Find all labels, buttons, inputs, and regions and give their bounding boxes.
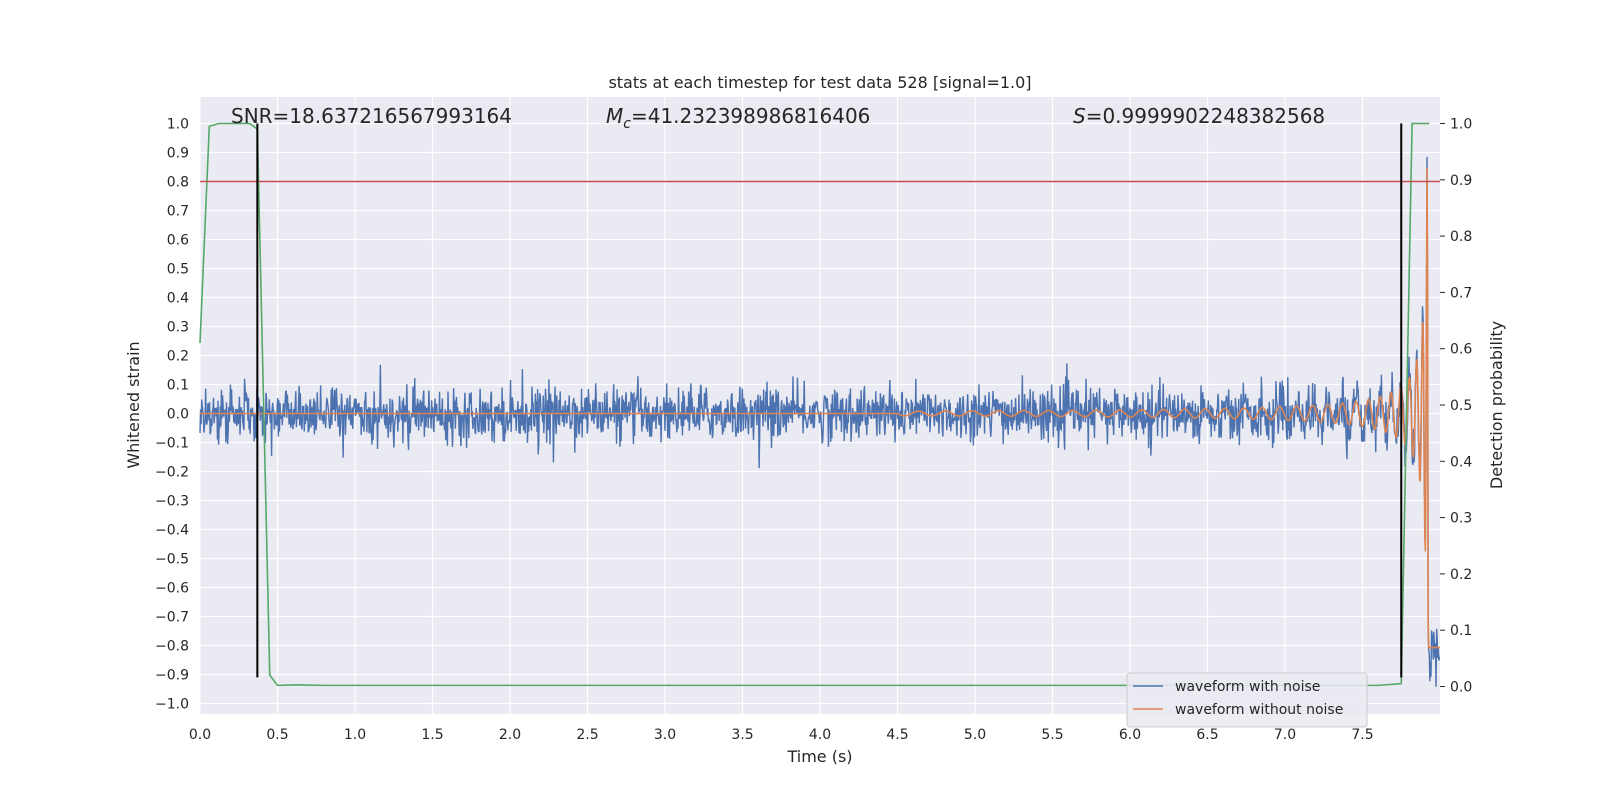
y-axis-right: 1.0 0.9 0.8 0.7 0.6 0.5 0.4 0.3 0.2 0.1 0.0	[1440, 117, 1472, 696]
y-tick-label: 0.0	[167, 407, 189, 423]
y-axis-left: 1.0 0.9 0.8 0.7 0.6 0.5 0.4 0.3 0.2 0.1 0.0 −0.1 −0.…	[155, 117, 189, 713]
y-tick-label: 0.7	[167, 204, 189, 220]
legend-label-clean: waveform without noise	[1175, 702, 1343, 718]
legend-label-noise: waveform with noise	[1175, 679, 1320, 695]
x-tick-label: 7.5	[1351, 727, 1373, 743]
y-tick-label: 0.5	[167, 262, 189, 278]
x-tick-label: 6.5	[1196, 727, 1218, 743]
y-tick-label: −0.1	[155, 436, 189, 452]
x-tick-label: 3.0	[654, 727, 676, 743]
y-tick-label: −0.7	[155, 610, 189, 626]
y-tick-label: 0.3	[167, 320, 189, 336]
y-axis-label-right: Detection probability	[1487, 321, 1506, 489]
x-axis: 0.0 0.5 1.0 1.5 2.0 2.5 3.0 3.5 4.0 4.5 5.0 5.5 6.0 6…	[189, 727, 1374, 743]
snr-annotation: SNR=18.637216567993164	[231, 104, 512, 128]
y-tick-label: −0.6	[155, 581, 189, 597]
x-tick-label: 6.0	[1119, 727, 1141, 743]
x-tick-label: 1.5	[421, 727, 443, 743]
y-tick-label: −0.9	[155, 668, 189, 684]
x-tick-label: 5.0	[964, 727, 986, 743]
x-tick-label: 4.5	[886, 727, 908, 743]
x-axis-label: Time (s)	[786, 747, 852, 766]
y-right-tick-label: 0.7	[1450, 285, 1472, 301]
x-tick-label: 4.0	[809, 727, 831, 743]
reference-lines	[200, 123, 1440, 678]
legend: waveform with noise waveform without noi…	[1126, 672, 1368, 728]
y-tick-label: 0.8	[167, 175, 189, 191]
y-tick-label: 0.1	[167, 378, 189, 394]
y-right-tick-label: 0.3	[1450, 511, 1472, 527]
y-tick-label: 0.2	[167, 349, 189, 365]
y-tick-label: −0.5	[155, 552, 189, 568]
y-tick-label: −1.0	[155, 697, 189, 713]
y-tick-label: 0.6	[167, 233, 189, 249]
y-right-tick-label: 0.9	[1450, 173, 1472, 189]
chart-title: stats at each timestep for test data 528…	[608, 73, 1031, 92]
y-right-tick-label: 0.6	[1450, 342, 1472, 358]
y-right-tick-label: 0.1	[1450, 623, 1472, 639]
x-tick-label: 0.5	[266, 727, 288, 743]
legend-box	[1126, 672, 1368, 728]
x-tick-label: 2.0	[499, 727, 521, 743]
x-tick-label: 0.0	[189, 727, 211, 743]
x-tick-label: 2.5	[576, 727, 598, 743]
series-waveform-without-noise	[200, 167, 1440, 649]
y-tick-label: −0.3	[155, 494, 189, 510]
y-tick-label: 0.9	[167, 146, 189, 162]
y-tick-label: −0.2	[155, 465, 189, 481]
y-tick-label: −0.4	[155, 523, 189, 539]
y-tick-label: 1.0	[167, 117, 189, 133]
series-layer	[199, 122, 1441, 687]
y-tick-label: 0.4	[167, 291, 189, 307]
y-right-tick-label: 0.4	[1450, 454, 1472, 470]
y-axis-label-left: Whitened strain	[124, 341, 143, 468]
score-annotation: S=0.9999902248382568	[1073, 104, 1325, 128]
y-tick-label: −0.8	[155, 639, 189, 655]
series-waveform-with-noise	[199, 156, 1441, 687]
y-right-tick-label: 1.0	[1450, 117, 1472, 133]
y-right-tick-label: 0.8	[1450, 229, 1472, 245]
x-tick-label: 3.5	[731, 727, 753, 743]
y-right-tick-label: 0.5	[1450, 398, 1472, 414]
x-tick-label: 5.5	[1041, 727, 1063, 743]
series-detection-probability	[199, 122, 1430, 687]
chirp-mass-annotation: Mc=41.232398986816406	[606, 104, 870, 132]
y-right-tick-label: 0.0	[1450, 680, 1472, 696]
x-tick-label: 1.0	[344, 727, 366, 743]
x-tick-label: 7.0	[1274, 727, 1296, 743]
y-right-tick-label: 0.2	[1450, 567, 1472, 583]
